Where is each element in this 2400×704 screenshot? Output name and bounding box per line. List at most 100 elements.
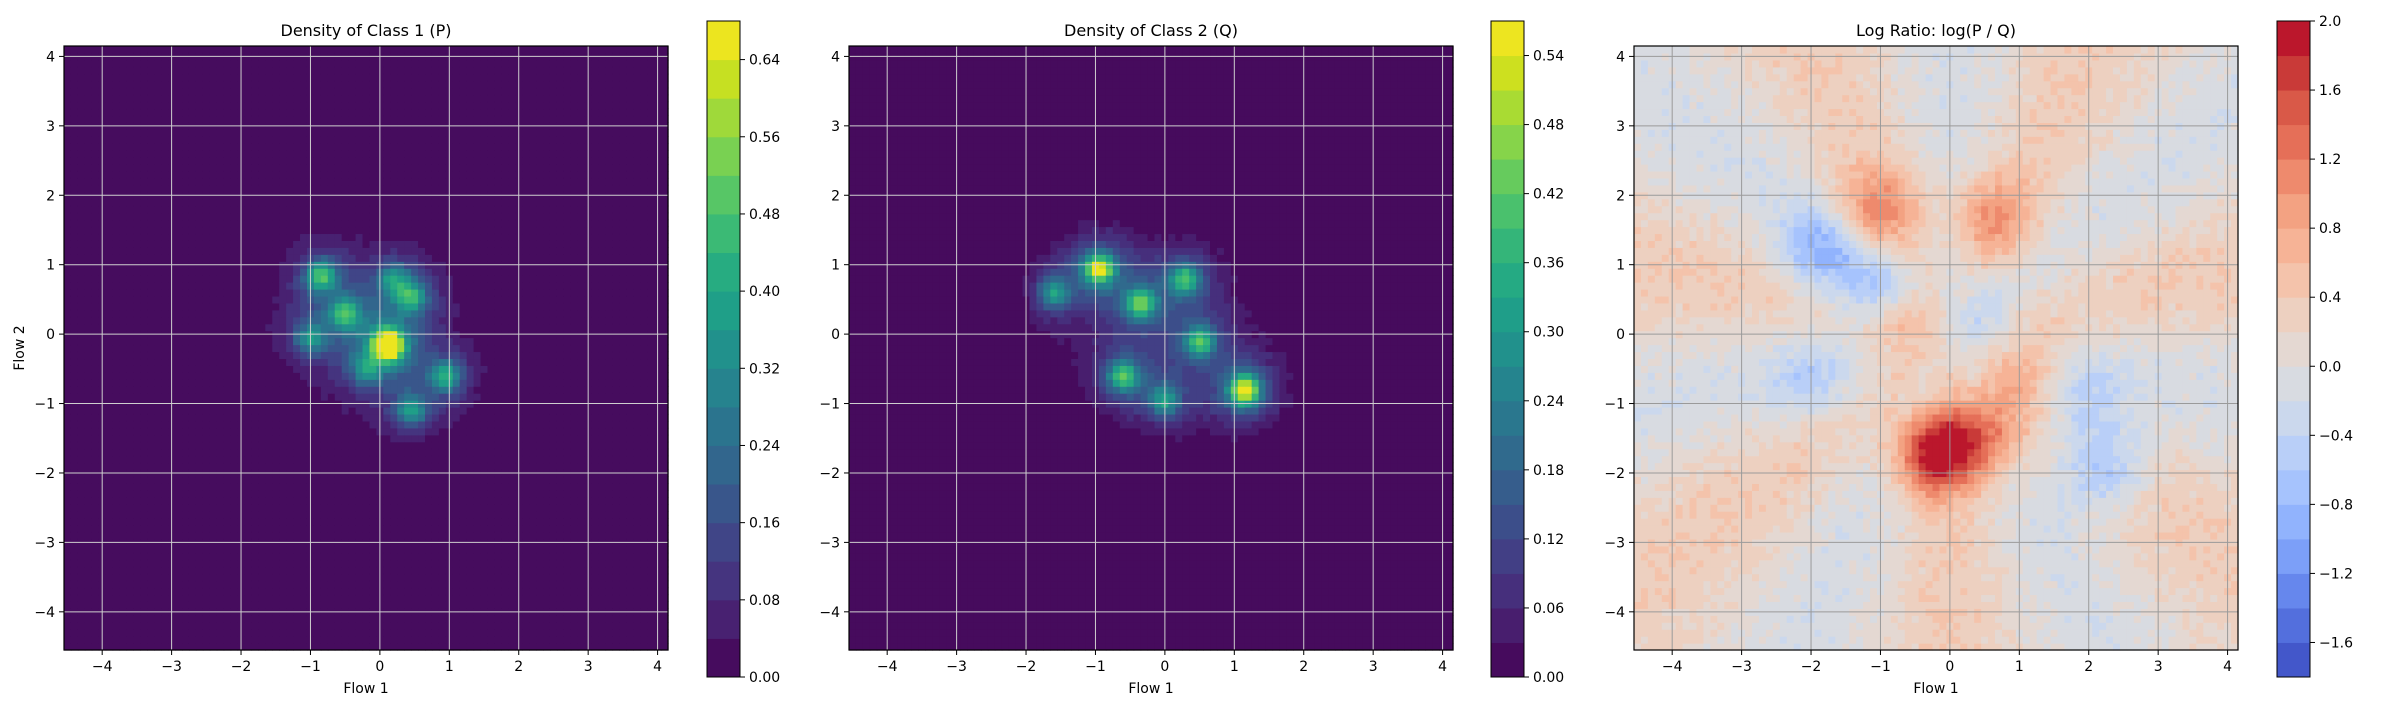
heatmap-cell	[182, 275, 190, 283]
heatmap-cell	[161, 511, 169, 519]
heatmap-cell	[425, 462, 433, 471]
heatmap-cell	[70, 226, 79, 235]
heatmap-cell	[327, 420, 336, 429]
heatmap-cell	[327, 587, 336, 596]
heatmap-cell	[195, 212, 204, 221]
heatmap-cell	[175, 268, 183, 276]
heatmap-cell	[140, 80, 148, 89]
heatmap-cell	[383, 643, 391, 651]
heatmap-cell	[112, 344, 121, 353]
heatmap-cell	[133, 351, 141, 360]
heatmap-cell	[355, 302, 364, 311]
heatmap-cell	[133, 434, 141, 443]
heatmap-cell	[272, 407, 280, 415]
heatmap-cell	[362, 434, 371, 443]
heatmap-cell	[459, 643, 468, 651]
heatmap-cell	[431, 247, 440, 255]
heatmap-cell	[119, 413, 128, 422]
heatmap-cell	[244, 108, 253, 117]
heatmap-cell	[258, 434, 266, 443]
heatmap-cell	[341, 268, 350, 276]
heatmap-cell	[313, 288, 322, 297]
heatmap-cell	[258, 545, 266, 554]
heatmap-cell	[112, 351, 121, 360]
heatmap-cell	[355, 573, 364, 582]
heatmap-cell	[459, 413, 468, 422]
heatmap-cell	[188, 316, 197, 325]
heatmap-cell	[397, 636, 405, 644]
heatmap-cell	[293, 205, 301, 214]
heatmap-cell	[216, 566, 225, 575]
heatmap-cell	[355, 150, 364, 158]
heatmap-cell	[279, 87, 287, 96]
heatmap-cell	[77, 212, 86, 221]
heatmap-cell	[77, 247, 86, 255]
heatmap-cell	[383, 379, 391, 387]
heatmap-cell	[272, 594, 280, 602]
heatmap-cell	[202, 302, 211, 311]
heatmap-cell	[383, 580, 391, 589]
heatmap-cell	[279, 615, 287, 623]
heatmap-cell	[216, 372, 225, 380]
heatmap-cell	[230, 316, 239, 325]
heatmap-cell	[320, 531, 329, 540]
heatmap-cell	[438, 587, 447, 596]
heatmap-cell	[286, 525, 294, 533]
heatmap-cell	[140, 115, 148, 123]
heatmap-cell	[133, 212, 141, 221]
heatmap-cell	[320, 643, 329, 651]
heatmap-cell	[362, 643, 371, 651]
heatmap-cell	[161, 559, 169, 568]
heatmap-cell	[258, 580, 266, 589]
heatmap-cell	[279, 629, 287, 637]
heatmap-cell	[70, 448, 79, 457]
heatmap-cell	[300, 254, 308, 262]
heatmap-cell	[64, 504, 72, 512]
heatmap-cell	[411, 573, 419, 582]
heatmap-cell	[188, 282, 197, 290]
heatmap-cell	[383, 476, 391, 484]
heatmap-cell	[265, 566, 273, 575]
heatmap-cell	[279, 379, 287, 387]
heatmap-cell	[425, 233, 433, 241]
heatmap-cell	[313, 372, 322, 380]
heatmap-cell	[140, 184, 148, 193]
heatmap-cell	[70, 372, 79, 380]
heatmap-cell	[369, 323, 378, 332]
heatmap-cell	[91, 518, 100, 526]
heatmap-cell	[341, 379, 350, 387]
heatmap-cell	[195, 282, 204, 290]
heatmap-cell	[84, 441, 93, 450]
heatmap-cell	[334, 587, 343, 596]
heatmap-cell	[404, 226, 412, 235]
heatmap-cell	[293, 101, 301, 110]
heatmap-cell	[313, 594, 322, 602]
heatmap-cell	[202, 441, 211, 450]
heatmap-cell	[369, 462, 378, 471]
heatmap-cell	[251, 94, 259, 103]
heatmap-cell	[258, 365, 266, 373]
heatmap-cell	[119, 309, 128, 318]
heatmap-cell	[64, 150, 72, 158]
heatmap-cell	[202, 351, 211, 360]
heatmap-cell	[112, 531, 121, 540]
heatmap-cell	[313, 177, 322, 186]
heatmap-cell	[431, 531, 440, 540]
heatmap-cell	[154, 566, 162, 575]
heatmap-cell	[341, 205, 350, 214]
heatmap-cell	[154, 594, 162, 602]
heatmap-cell	[147, 268, 155, 276]
heatmap-cell	[140, 483, 148, 491]
heatmap-cell	[147, 407, 155, 415]
heatmap-cell	[154, 115, 162, 123]
heatmap-cell	[147, 177, 155, 186]
heatmap-cell	[279, 212, 287, 221]
heatmap-cell	[140, 511, 148, 519]
heatmap-cell	[140, 226, 148, 235]
heatmap-cell	[105, 240, 114, 248]
heatmap-cell	[154, 413, 162, 422]
heatmap-cell	[112, 518, 121, 526]
heatmap-cell	[161, 309, 169, 318]
heatmap-cell	[397, 254, 405, 262]
heatmap-cell	[161, 490, 169, 498]
